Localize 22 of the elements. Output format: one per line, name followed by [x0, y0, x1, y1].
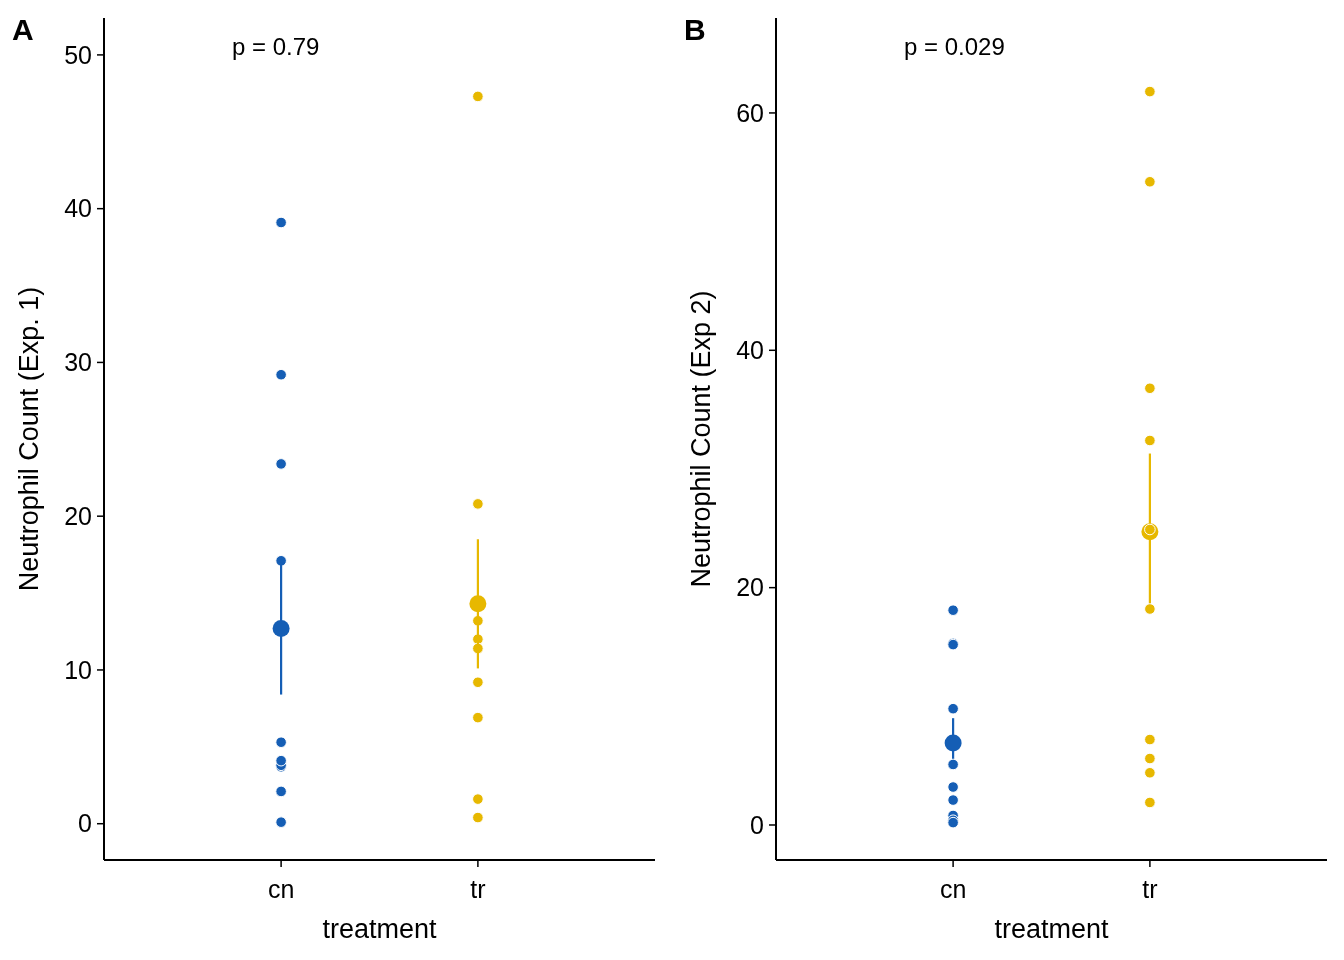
x-tick-label: cn: [267, 875, 295, 903]
y-tick-label: 40: [736, 336, 764, 365]
y-tick-label: 20: [736, 573, 764, 602]
y-tick-label: 10: [64, 655, 92, 684]
x-tick-label: tr: [470, 875, 486, 903]
y-axis-title: Neutrophil Count (Exp 2): [686, 290, 716, 588]
x-axis-title: treatment: [322, 914, 438, 944]
y-tick-label: 0: [78, 809, 92, 838]
y-tick-label: 60: [736, 98, 764, 127]
chart-title: A: [12, 13, 34, 46]
y-axis-title: Neutrophil Count (Exp. 1): [14, 286, 44, 592]
x-tick-label: cn: [939, 875, 967, 903]
chart-title: B: [684, 13, 706, 46]
y-tick-label: 0: [750, 810, 764, 839]
annotation: p = 0.79: [232, 33, 320, 60]
x-axis-title: treatment: [994, 914, 1110, 944]
annotation: p = 0.029: [904, 33, 1005, 60]
y-tick-label: 30: [64, 348, 92, 377]
y-tick-label: 50: [64, 40, 92, 69]
x-tick-label: tr: [1142, 875, 1158, 903]
y-tick-label: 20: [64, 501, 92, 530]
y-tick-label: 40: [64, 194, 92, 223]
